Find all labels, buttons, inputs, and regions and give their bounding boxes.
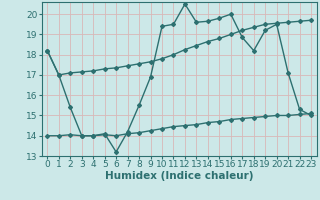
X-axis label: Humidex (Indice chaleur): Humidex (Indice chaleur) — [105, 171, 253, 181]
